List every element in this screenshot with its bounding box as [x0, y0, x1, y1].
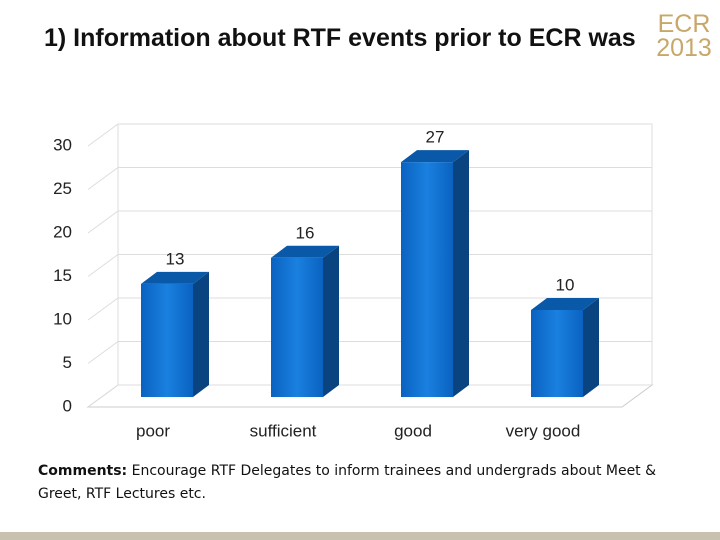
bar-front	[271, 257, 323, 397]
conference-logo: ECR 2013	[655, 10, 713, 62]
y-tick-label: 0	[63, 396, 72, 415]
x-tick-label: very good	[506, 421, 581, 440]
data-label: 27	[426, 128, 445, 147]
grid-line	[87, 123, 652, 147]
grid-line	[87, 254, 652, 277]
comment-label: Comments:	[38, 463, 128, 479]
bar-front	[531, 310, 583, 397]
bar-side	[583, 298, 599, 397]
logo-text: ECR	[657, 10, 711, 38]
bar	[141, 271, 209, 397]
bar-top	[531, 298, 599, 310]
slide-title: 1) Information about RTF events prior to…	[44, 24, 636, 52]
y-tick-label: 30	[53, 135, 72, 154]
grid-line	[87, 384, 652, 408]
grid-line	[87, 297, 652, 321]
comment-text: Encourage RTF Delegates to inform traine…	[38, 463, 657, 502]
grid-line	[87, 341, 652, 364]
data-label: 16	[296, 223, 315, 242]
data-label: 10	[556, 275, 575, 294]
bar-top	[401, 150, 469, 163]
bar-front	[141, 283, 193, 397]
bar-side	[193, 271, 209, 397]
bar	[531, 298, 599, 397]
grid-line	[87, 210, 652, 234]
x-tick-label: sufficient	[250, 421, 317, 440]
data-label: 13	[166, 249, 185, 268]
footer-strip	[0, 532, 720, 540]
bar	[271, 245, 339, 397]
bar	[401, 150, 469, 397]
grid-line	[87, 167, 652, 190]
y-tick-label: 15	[53, 266, 72, 285]
bar-front	[401, 162, 453, 397]
x-tick-label: good	[394, 421, 432, 440]
y-tick-label: 10	[53, 309, 72, 328]
bar-side	[453, 150, 469, 397]
y-tick-label: 20	[53, 222, 72, 241]
y-tick-label: 5	[63, 353, 72, 372]
x-tick-label: poor	[136, 421, 170, 440]
bar-top	[141, 271, 209, 284]
bar-side	[323, 245, 339, 397]
y-tick-label: 25	[53, 179, 72, 198]
chart: 0 5 10 15 20 25 30 poor 13 sufficient 16 good 27 very…	[53, 123, 654, 440]
comment: Comments: Encourage RTF Delegates to inf…	[38, 460, 668, 506]
logo-year: 2013	[656, 34, 712, 62]
bar-top	[271, 245, 339, 258]
